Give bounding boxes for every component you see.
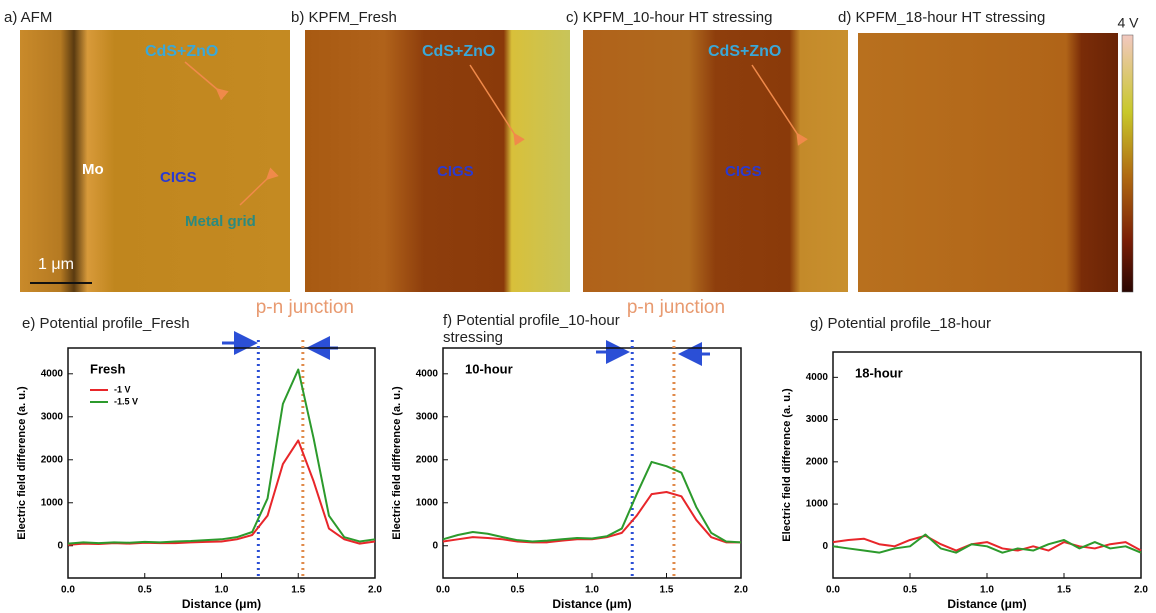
chart-annotation: 18-hour [855,365,903,380]
y-tick-label: 4000 [806,372,829,383]
y-tick-label: 4000 [416,368,439,379]
colorbar-label: 4 V [1117,15,1139,31]
x-tick-label: 0.0 [826,585,840,596]
y-tick-label: 1000 [806,499,829,510]
arrow [239,167,279,206]
panel-label: c) KPFM_10-hour HT stressing [566,9,772,26]
y-tick-label: 3000 [41,411,64,422]
x-axis-label: Distance (μm) [182,597,261,611]
annotation: CIGS [437,163,474,180]
y-tick-label: 3000 [806,414,829,425]
legend-label: -1.5 V [114,396,138,406]
x-tick-label: 1.5 [660,585,674,596]
kpfm-fresh-image [305,30,570,292]
annotation: CIGS [725,163,762,180]
annotation: CIGS [160,169,197,186]
y-tick-label: 0 [57,540,63,551]
y-tick-label: 1000 [416,497,439,508]
plot-frame [442,347,742,579]
y-tick-label: 0 [432,540,438,551]
data-line [832,534,1142,552]
y-axis-label: Electric field difference (a. u.) [781,388,793,542]
annotation: CdS+ZnO [708,43,781,60]
y-tick-label: 2000 [806,456,829,467]
legend-label: -1 V [114,384,131,394]
x-tick-label: 1.0 [585,585,599,596]
x-tick-label: 1.0 [215,585,229,596]
annotation: CdS+ZnO [145,43,218,60]
x-tick-label: 0.0 [61,585,75,596]
x-tick-label: 0.0 [436,585,450,596]
colorbar [1121,34,1134,293]
annotation: 1 μm [38,256,74,273]
kpfm-10h-image [583,30,848,292]
arrow [184,61,229,101]
chart-title: g) Potential profile_18-hour [810,315,991,332]
x-tick-label: 0.5 [511,585,525,596]
annotation: Mo [82,161,104,178]
annotation: Metal grid [185,213,256,230]
x-tick-label: 1.0 [980,585,994,596]
y-axis-label: Electric field difference (a. u.) [16,386,28,540]
chart-annotation: Fresh [90,361,125,376]
x-tick-label: 1.5 [291,585,305,596]
annotation: CdS+ZnO [422,43,495,60]
x-tick-label: 0.5 [138,585,152,596]
y-tick-label: 1000 [41,497,64,508]
kpfm-18h-image [858,33,1118,292]
y-tick-label: 4000 [41,368,64,379]
x-axis-label: Distance (μm) [552,597,631,611]
data-line [67,439,376,546]
arrow [751,64,808,146]
panel-label: b) KPFM_Fresh [291,9,397,26]
x-tick-label: 0.5 [903,585,917,596]
y-tick-label: 2000 [416,454,439,465]
y-tick-label: 3000 [416,411,439,422]
arrow [469,64,525,146]
panel-label: d) KPFM_18-hour HT stressing [838,9,1045,26]
y-tick-label: 0 [822,541,828,552]
data-line [832,533,1142,554]
x-tick-label: 2.0 [1134,585,1148,596]
junction-label: p-n junction [256,297,354,318]
chart-title: f) Potential profile_10-hour stressing [443,312,620,346]
x-tick-label: 1.5 [1057,585,1071,596]
panel-label: a) AFM [4,9,52,26]
y-tick-label: 2000 [41,454,64,465]
data-line [442,491,741,544]
x-tick-label: 2.0 [734,585,748,596]
x-tick-label: 2.0 [368,585,382,596]
junction-label: p-n junction [627,297,725,318]
y-axis-label: Electric field difference (a. u.) [391,386,403,540]
x-axis-label: Distance (μm) [947,597,1026,611]
chart-title: e) Potential profile_Fresh [22,315,190,332]
afm-image [20,30,290,292]
chart-annotation: 10-hour [465,361,513,376]
data-line [442,460,742,544]
data-line [67,368,376,545]
